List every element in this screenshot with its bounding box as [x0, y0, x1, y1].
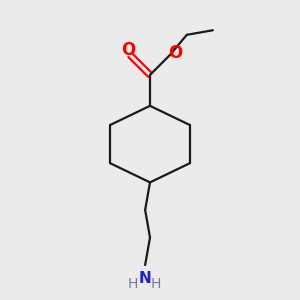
Text: H: H	[150, 277, 161, 291]
Text: O: O	[168, 44, 182, 62]
Text: H: H	[128, 277, 138, 291]
Text: N: N	[139, 271, 152, 286]
Text: O: O	[122, 41, 136, 59]
